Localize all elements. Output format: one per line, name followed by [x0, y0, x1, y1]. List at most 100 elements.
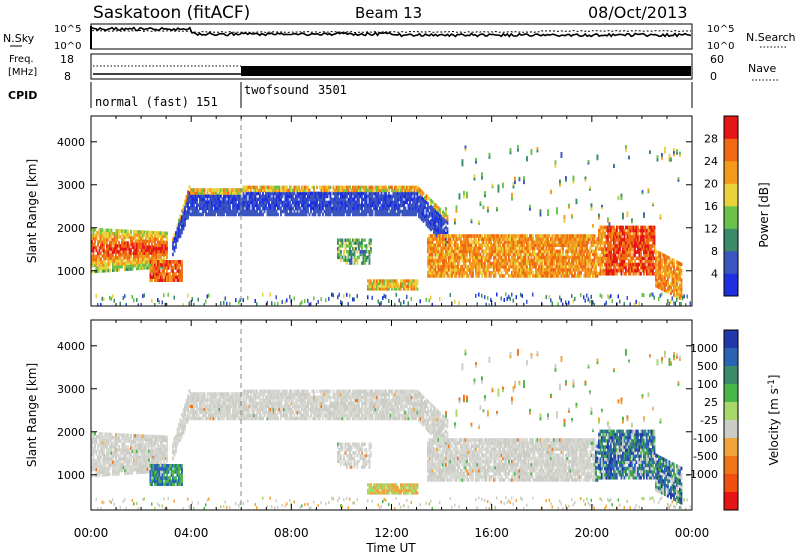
- power-cell: [338, 191, 341, 196]
- power-cell: [104, 265, 107, 270]
- power-cell: [664, 149, 666, 154]
- power-cell: [596, 243, 599, 247]
- power-cell: [349, 241, 351, 245]
- power-cell: [167, 292, 169, 297]
- power-cell: [491, 249, 494, 254]
- power-cell: [665, 261, 668, 265]
- power-cell: [368, 244, 371, 248]
- power-cell: [295, 212, 297, 217]
- power-cell: [124, 241, 126, 245]
- power-cell: [583, 258, 585, 263]
- power-cell: [155, 234, 158, 238]
- power-cell: [578, 243, 581, 247]
- power-cell: [464, 240, 467, 244]
- power-cell: [476, 302, 478, 306]
- power-cell: [611, 225, 614, 230]
- power-cell: [545, 252, 548, 257]
- power-cell: [124, 255, 126, 260]
- power-cell: [436, 210, 438, 215]
- power-cell: [439, 237, 441, 241]
- power-cell: [443, 237, 446, 241]
- power-cell: [128, 267, 131, 271]
- power-cell: [502, 185, 504, 189]
- power-cell: [505, 255, 507, 260]
- power-cell: [470, 234, 473, 238]
- power-cell: [587, 237, 590, 241]
- power-cell: [607, 271, 609, 276]
- power-cell: [169, 263, 171, 267]
- power-cell: [598, 247, 600, 251]
- power-cell: [340, 203, 342, 208]
- power-cell: [235, 203, 237, 208]
- power-cell: [407, 209, 410, 214]
- power-cell: [146, 260, 149, 264]
- power-cell: [256, 302, 258, 306]
- power-cell: [203, 206, 206, 211]
- power-cell: [257, 191, 260, 196]
- power-cell: [272, 197, 275, 202]
- power-cell: [562, 258, 564, 263]
- power-cell: [610, 253, 612, 258]
- power-cell: [385, 203, 387, 208]
- power-cell: [616, 244, 618, 248]
- power-cell: [577, 255, 579, 260]
- power-cell: [202, 191, 204, 195]
- power-cell: [494, 258, 497, 263]
- power-cell: [340, 244, 342, 248]
- power-cell: [629, 225, 632, 230]
- power-cell: [188, 206, 191, 210]
- power-cell: [274, 188, 276, 193]
- power-cell: [431, 255, 434, 260]
- power-cell: [581, 258, 584, 263]
- power-cell: [116, 250, 119, 254]
- power-cell: [199, 200, 201, 205]
- power-cell: [391, 279, 393, 283]
- power-cell: [337, 206, 339, 211]
- power-cell: [158, 269, 161, 273]
- power-cell: [658, 263, 660, 268]
- power-cell: [652, 265, 654, 270]
- power-cell: [449, 292, 451, 297]
- power-cell: [529, 274, 531, 278]
- power-cell: [130, 242, 132, 246]
- power-cell: [440, 249, 443, 254]
- power-cell: [434, 203, 437, 207]
- power-cell: [658, 282, 660, 286]
- power-cell: [427, 202, 429, 206]
- power-cell: [388, 279, 390, 283]
- power-cell: [544, 249, 546, 254]
- power-cell: [487, 243, 489, 247]
- power-cell: [490, 246, 492, 251]
- power-cell: [415, 206, 417, 211]
- power-cell: [107, 247, 110, 251]
- power-cell: [667, 261, 669, 266]
- power-cell: [596, 237, 599, 241]
- power-cell: [596, 261, 599, 266]
- power-cell: [581, 264, 584, 269]
- power-cell: [385, 294, 387, 299]
- power-cell: [589, 267, 591, 272]
- power-cell: [328, 188, 330, 193]
- power-cell: [512, 249, 515, 254]
- power-cell: [125, 255, 128, 260]
- power-cell: [182, 303, 184, 306]
- power-cell: [269, 206, 272, 211]
- power-cell: [569, 255, 572, 260]
- power-cell: [307, 185, 309, 190]
- power-cell: [634, 271, 636, 276]
- power-cell: [268, 185, 270, 190]
- power-cell: [332, 188, 335, 193]
- power-cell: [500, 274, 503, 278]
- power-cell: [445, 240, 447, 244]
- power-cell: [329, 206, 332, 211]
- power-cell: [635, 262, 638, 267]
- power-cell: [602, 268, 605, 273]
- power-cell: [247, 209, 249, 214]
- power-cell: [470, 218, 473, 222]
- power-cell: [556, 274, 558, 278]
- power-cell: [512, 261, 515, 266]
- power-cell: [634, 259, 636, 264]
- power-cell: [641, 259, 644, 264]
- power-cell: [529, 252, 531, 257]
- power-cell: [269, 191, 272, 196]
